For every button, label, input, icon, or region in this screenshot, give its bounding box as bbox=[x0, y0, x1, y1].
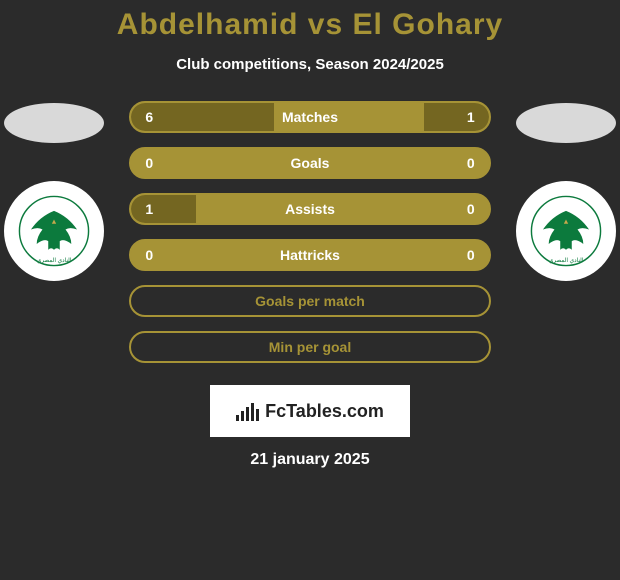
eagle-emblem-icon: النادي المصري bbox=[530, 195, 602, 267]
stat-label: Assists bbox=[285, 201, 335, 217]
club-badge-right: النادي المصري bbox=[516, 181, 616, 281]
stats-column: 6 1 Matches 0 0 Goals 1 0 Assists 0 0 Hattricks Goal… bbox=[129, 101, 490, 363]
stat-value-left: 1 bbox=[145, 201, 153, 217]
page-subtitle: Club competitions, Season 2024/2025 bbox=[0, 56, 620, 73]
stat-bar: 0 0 Hattricks bbox=[129, 239, 490, 271]
stat-label: Matches bbox=[282, 109, 338, 125]
stat-bar: 6 1 Matches bbox=[129, 101, 490, 133]
stat-value-right: 1 bbox=[467, 109, 475, 125]
stat-value-right: 0 bbox=[467, 201, 475, 217]
svg-text:النادي المصري: النادي المصري bbox=[36, 257, 71, 264]
page-title: Abdelhamid vs El Gohary bbox=[0, 8, 620, 42]
stat-bar: Goals per match bbox=[129, 285, 490, 317]
stat-label: Min per goal bbox=[269, 339, 351, 355]
stat-bar: Min per goal bbox=[129, 331, 490, 363]
stat-value-right: 0 bbox=[467, 247, 475, 263]
stat-value-left: 0 bbox=[145, 247, 153, 263]
stat-label: Goals bbox=[291, 155, 330, 171]
branding-text: FcTables.com bbox=[265, 401, 384, 422]
stat-bar: 0 0 Goals bbox=[129, 147, 490, 179]
branding-box: FcTables.com bbox=[210, 385, 410, 437]
bars-icon bbox=[236, 401, 259, 421]
eagle-emblem-icon: النادي المصري bbox=[18, 195, 90, 267]
date-label: 21 january 2025 bbox=[0, 451, 620, 469]
player-right-col: النادي المصري bbox=[513, 101, 620, 281]
club-badge-left: النادي المصري bbox=[4, 181, 104, 281]
player-left-col: النادي المصري bbox=[0, 101, 107, 281]
stat-fill-right bbox=[424, 103, 488, 131]
stat-fill-left bbox=[131, 195, 195, 223]
comparison-row: النادي المصري 6 1 Matches 0 0 Goals 1 0 Assists 0… bbox=[0, 101, 620, 363]
svg-text:النادي المصري: النادي المصري bbox=[549, 257, 584, 264]
player-right-avatar bbox=[516, 103, 616, 143]
stat-value-left: 6 bbox=[145, 109, 153, 125]
stat-value-left: 0 bbox=[145, 155, 153, 171]
stat-bar: 1 0 Assists bbox=[129, 193, 490, 225]
stat-label: Hattricks bbox=[280, 247, 340, 263]
stat-label: Goals per match bbox=[255, 293, 365, 309]
stat-value-right: 0 bbox=[467, 155, 475, 171]
player-left-avatar bbox=[4, 103, 104, 143]
